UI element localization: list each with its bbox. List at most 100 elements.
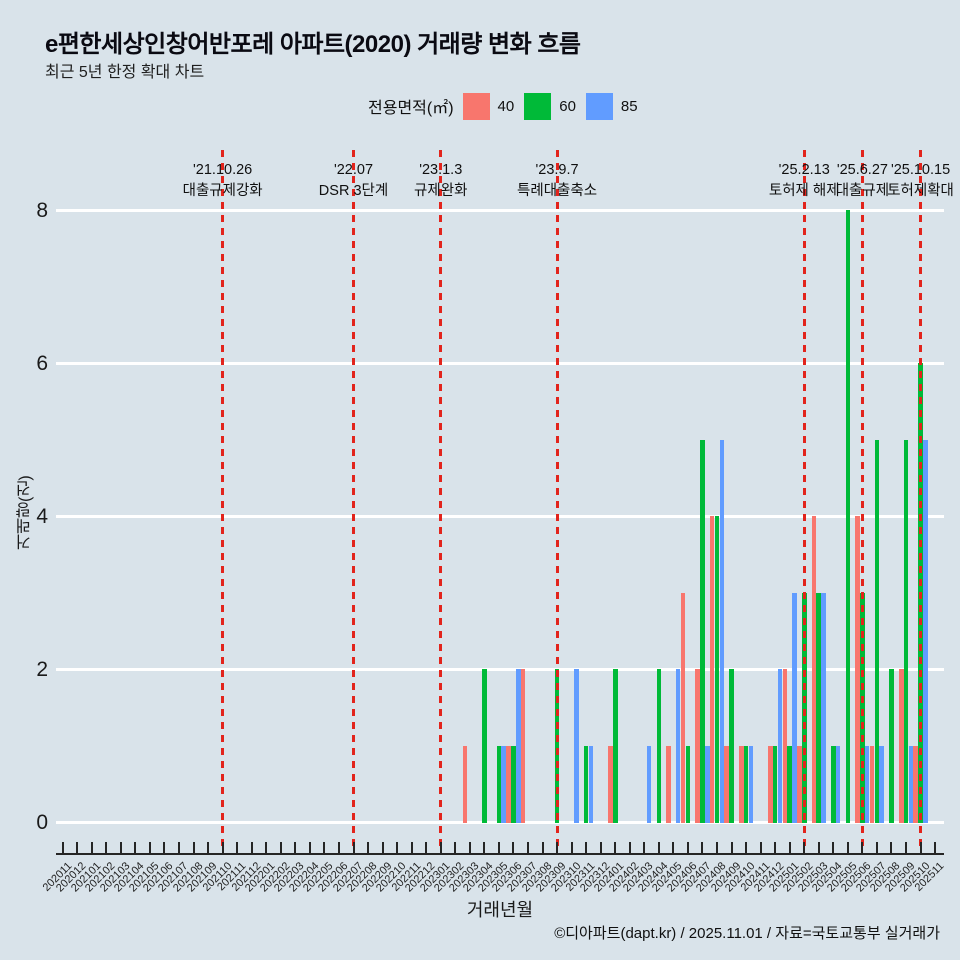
bar xyxy=(583,745,589,823)
event-line xyxy=(221,150,225,850)
page-subtitle: 최근 5년 한정 확대 차트 xyxy=(45,64,205,81)
x-tick-mark xyxy=(759,842,762,853)
bar xyxy=(729,669,734,823)
x-tick-mark xyxy=(192,842,195,853)
gridline xyxy=(56,667,944,671)
x-tick-mark xyxy=(76,842,79,853)
bar xyxy=(908,745,914,823)
event-label: 특례대출축소 xyxy=(517,183,598,199)
x-tick-mark xyxy=(817,842,820,853)
bar xyxy=(506,745,511,823)
bar xyxy=(685,745,691,823)
event-label: DSR 3단계 xyxy=(318,183,389,199)
bar xyxy=(709,516,715,823)
event-date: '25.2.13 xyxy=(778,162,830,178)
bar xyxy=(874,439,880,823)
bar xyxy=(646,745,652,823)
y-axis-title: 거래량(건) xyxy=(17,475,34,551)
x-tick-mark xyxy=(105,842,108,853)
event-line xyxy=(860,150,864,850)
bar xyxy=(612,669,618,823)
legend-swatch xyxy=(524,92,552,120)
legend-swatch xyxy=(585,92,613,120)
bar xyxy=(608,745,613,823)
x-tick-mark xyxy=(643,842,646,853)
legend-item-label: 60 xyxy=(559,97,576,115)
bar xyxy=(719,439,725,823)
event-line xyxy=(555,150,559,850)
y-tick-label: 6 xyxy=(36,352,48,375)
x-tick-mark xyxy=(207,842,210,853)
x-tick-mark xyxy=(803,842,806,853)
bar xyxy=(923,439,928,823)
page-title: e편한세상인창어반포레 아파트(2020) 거래량 변화 흐름 xyxy=(45,31,581,58)
bar xyxy=(768,745,773,823)
x-tick-mark xyxy=(497,842,500,853)
x-tick-mark xyxy=(468,842,471,853)
bar xyxy=(501,745,506,823)
x-tick-mark xyxy=(628,842,631,853)
event-line xyxy=(919,150,923,850)
bar xyxy=(695,669,700,823)
x-tick-mark xyxy=(788,842,791,853)
legend-item: 60 xyxy=(524,92,576,120)
x-tick-mark xyxy=(178,842,181,853)
bar xyxy=(889,669,894,823)
x-tick-mark xyxy=(686,842,689,853)
y-tick-label: 8 xyxy=(36,199,48,222)
x-tick-mark xyxy=(308,842,311,853)
bar xyxy=(777,669,783,823)
bar xyxy=(845,210,851,823)
bar xyxy=(738,745,744,823)
legend-item-label: 85 xyxy=(620,97,638,115)
attribution-footer: ©디아파트(dapt.kr) / 2025.11.01 / 자료=국토교통부 실… xyxy=(554,925,940,942)
bar xyxy=(898,669,904,823)
x-tick-mark xyxy=(454,842,457,853)
x-tick-mark xyxy=(439,842,442,853)
event-label: 규제완화 xyxy=(414,183,468,199)
x-axis-line xyxy=(56,853,944,855)
bar xyxy=(787,745,792,823)
bar xyxy=(864,745,870,823)
event-line xyxy=(352,150,355,850)
bar xyxy=(680,592,686,823)
legend-swatch xyxy=(462,92,490,120)
x-tick-mark xyxy=(832,842,835,853)
legend: 전용면적(㎡) 40 60 85 xyxy=(368,92,648,120)
x-tick-mark xyxy=(745,842,748,853)
bar xyxy=(821,592,826,823)
x-tick-mark xyxy=(526,842,529,853)
y-tick-label: 4 xyxy=(36,505,48,528)
x-tick-mark xyxy=(585,842,588,853)
bar xyxy=(835,745,841,823)
bar xyxy=(700,439,705,823)
x-tick-mark xyxy=(221,842,224,853)
x-tick-mark xyxy=(148,842,151,853)
x-tick-mark xyxy=(934,842,937,853)
bar xyxy=(811,516,817,823)
x-tick-mark xyxy=(905,842,908,853)
x-tick-mark xyxy=(570,842,573,853)
x-tick-mark xyxy=(396,842,399,853)
event-date: '25.10.15 xyxy=(890,162,951,178)
bar xyxy=(482,669,487,823)
x-tick-mark xyxy=(672,842,675,853)
event-date: '22.07 xyxy=(333,162,374,178)
legend-item: 85 xyxy=(585,92,638,120)
event-label: 대출규제 xyxy=(835,183,890,199)
x-tick-mark xyxy=(294,842,297,853)
x-axis-title: 거래년월 xyxy=(466,900,534,920)
x-tick-mark xyxy=(90,842,93,853)
x-tick-mark xyxy=(919,842,922,853)
legend-title: 전용면적(㎡) xyxy=(368,100,454,117)
bar xyxy=(714,516,720,823)
x-tick-mark xyxy=(163,842,166,853)
bar xyxy=(816,592,822,823)
event-line xyxy=(439,150,443,850)
gridline xyxy=(56,361,944,365)
x-tick-mark xyxy=(250,842,253,853)
legend-item-label: 40 xyxy=(497,97,515,115)
bar xyxy=(515,669,521,823)
y-tick-label: 2 xyxy=(36,658,48,681)
